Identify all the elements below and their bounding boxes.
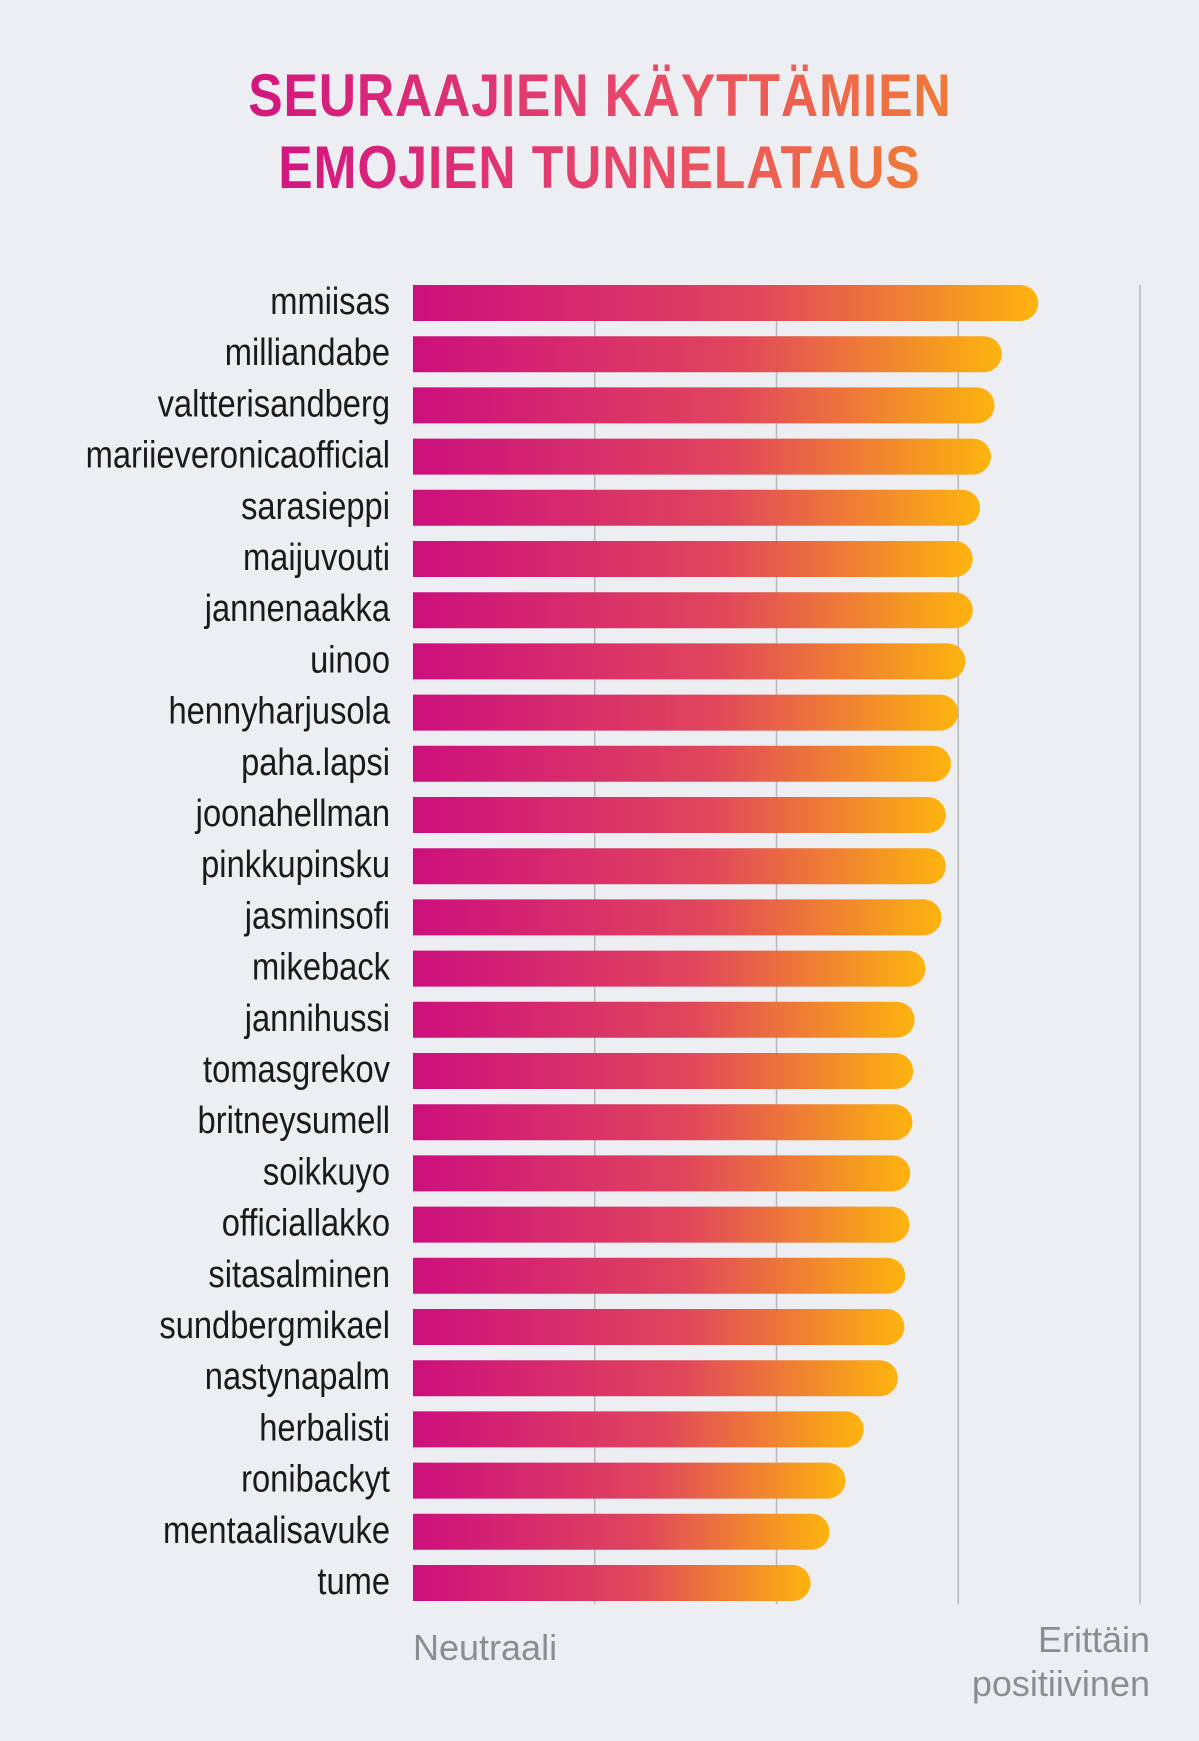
bar-milliandabe bbox=[413, 336, 1002, 373]
bar-sarasieppi bbox=[413, 489, 981, 526]
bar-jasminsofi bbox=[413, 899, 942, 936]
title-line-1: SEURAAJIEN KÄYTTÄMIEN bbox=[248, 60, 951, 132]
category-label-sitasalminen: sitasalminen bbox=[208, 1253, 390, 1296]
bar-maijuvouti bbox=[413, 541, 973, 577]
category-label-britneysumell: britneysumell bbox=[198, 1099, 390, 1142]
bar-tomasgrekov bbox=[413, 1053, 914, 1089]
bars bbox=[413, 285, 1039, 1601]
bar-jannihussi bbox=[413, 1001, 915, 1038]
category-labels: mmiisas milliandabe valtterisandberg mariie… bbox=[86, 280, 391, 1603]
bar-mmiisas bbox=[413, 285, 1039, 321]
category-label-mariieveronicaofficial: mariieveronicaofficial bbox=[86, 433, 390, 476]
bar-mentaalisavuke bbox=[413, 1513, 830, 1550]
bar-britneysumell bbox=[413, 1104, 913, 1141]
category-label-nastynapalm: nastynapalm bbox=[205, 1355, 390, 1398]
category-label-herbalisti: herbalisti bbox=[259, 1406, 390, 1449]
category-label-uinoo: uinoo bbox=[310, 638, 390, 681]
category-label-sarasieppi: sarasieppi bbox=[241, 485, 390, 528]
bar-ronibackyt bbox=[413, 1462, 846, 1499]
x-tick-label-positive-line-1: Erittäin bbox=[1038, 1619, 1150, 1660]
category-label-jasminsofi: jasminsofi bbox=[244, 894, 390, 937]
x-tick-label-positive-line-2: positiivinen bbox=[972, 1663, 1150, 1704]
bar-officiallakko bbox=[413, 1206, 910, 1243]
category-label-maijuvouti: maijuvouti bbox=[243, 536, 390, 579]
category-label-mmiisas: mmiisas bbox=[270, 280, 390, 323]
bar-joonahellman bbox=[413, 797, 946, 833]
bar-sundbergmikael bbox=[413, 1309, 905, 1345]
bar-hennyharjusola bbox=[413, 694, 959, 731]
category-label-mentaalisavuke: mentaalisavuke bbox=[163, 1509, 390, 1552]
category-label-sundbergmikael: sundbergmikael bbox=[159, 1304, 390, 1347]
chart-title: SEURAAJIEN KÄYTTÄMIEN EMOJIEN TUNNELATAU… bbox=[0, 60, 1199, 204]
bar-sitasalminen bbox=[413, 1257, 906, 1294]
bar-nastynapalm bbox=[413, 1360, 898, 1397]
category-label-mikeback: mikeback bbox=[252, 945, 390, 988]
category-label-tomasgrekov: tomasgrekov bbox=[203, 1048, 390, 1091]
bar-valtterisandberg bbox=[413, 387, 995, 424]
category-label-officiallakko: officiallakko bbox=[222, 1201, 390, 1244]
category-label-pinkkupinsku: pinkkupinsku bbox=[201, 843, 390, 886]
title-line-2: EMOJIEN TUNNELATAUS bbox=[278, 132, 920, 204]
bar-tume bbox=[413, 1565, 811, 1601]
category-label-jannenaakka: jannenaakka bbox=[204, 587, 390, 630]
category-label-jannihussi: jannihussi bbox=[244, 997, 390, 1040]
category-label-tume: tume bbox=[317, 1560, 390, 1603]
category-label-joonahellman: joonahellman bbox=[195, 792, 390, 835]
bar-herbalisti bbox=[413, 1411, 864, 1448]
category-label-paha.lapsi: paha.lapsi bbox=[241, 741, 390, 784]
bar-uinoo bbox=[413, 643, 966, 680]
bar-jannenaakka bbox=[413, 592, 973, 629]
category-label-ronibackyt: ronibackyt bbox=[241, 1457, 390, 1500]
category-label-hennyharjusola: hennyharjusola bbox=[168, 689, 390, 732]
bar-mariieveronicaofficial bbox=[413, 438, 991, 475]
bar-mikeback bbox=[413, 950, 926, 987]
bar-soikkuyo bbox=[413, 1155, 911, 1192]
category-label-milliandabe: milliandabe bbox=[225, 331, 390, 374]
category-label-valtterisandberg: valtterisandberg bbox=[158, 382, 390, 425]
gridlines bbox=[594, 285, 1141, 1605]
category-label-soikkuyo: soikkuyo bbox=[263, 1150, 390, 1193]
bar-paha.lapsi bbox=[413, 745, 951, 782]
x-tick-label-neutral: Neutraali bbox=[413, 1627, 557, 1668]
bar-pinkkupinsku bbox=[413, 848, 946, 885]
